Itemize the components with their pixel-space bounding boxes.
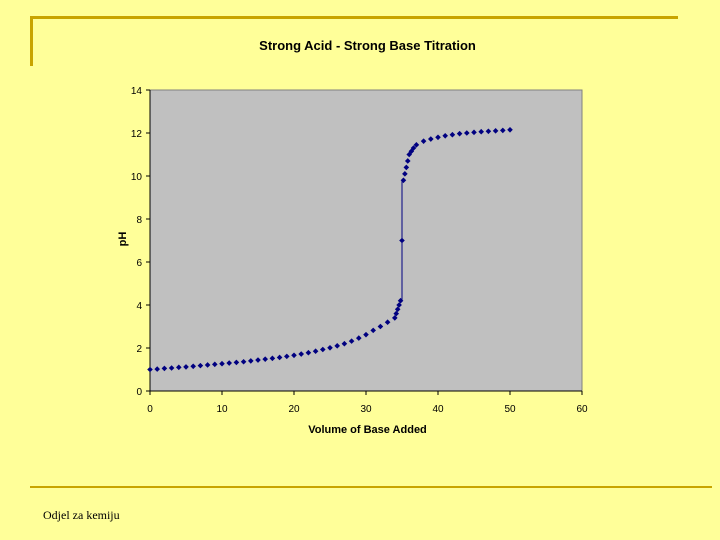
data-point	[262, 356, 268, 362]
data-point	[420, 138, 427, 144]
data-point	[161, 365, 168, 372]
data-point	[255, 357, 261, 363]
data-point	[456, 130, 463, 137]
y-tick-label: 2	[136, 344, 142, 355]
data-point	[392, 315, 398, 321]
top-decor-line	[30, 16, 678, 19]
footer-label: Odjel za kemiju	[43, 508, 120, 522]
data-point	[400, 177, 407, 184]
data-point	[384, 319, 391, 325]
data-point	[449, 131, 456, 138]
chart-title: Strong Acid - Strong Base Titration	[259, 38, 476, 53]
data-point	[168, 365, 175, 371]
data-point	[190, 363, 196, 370]
data-point	[176, 364, 182, 371]
bottom-decor-line	[30, 486, 712, 488]
data-point	[363, 331, 369, 338]
data-point	[233, 359, 240, 366]
x-axis-label: Volume of Base Added	[308, 424, 427, 436]
data-point	[485, 128, 492, 135]
data-point	[183, 364, 189, 370]
data-point	[428, 136, 434, 142]
x-tick-label: 60	[576, 404, 588, 415]
data-point	[442, 132, 448, 139]
data-point	[393, 310, 400, 317]
data-point	[197, 362, 204, 369]
data-point	[410, 145, 417, 151]
plot-area	[149, 89, 583, 392]
data-point	[312, 348, 319, 355]
data-point	[500, 127, 506, 134]
data-point	[492, 128, 499, 134]
data-point	[403, 164, 410, 171]
y-tick-label: 0	[136, 387, 142, 398]
x-tick-label: 20	[288, 404, 300, 415]
x-tick-label: 40	[432, 404, 444, 415]
data-point	[327, 344, 333, 351]
data-point	[305, 349, 312, 356]
data-point	[464, 130, 470, 136]
data-point	[413, 142, 420, 148]
data-point	[226, 360, 232, 366]
data-point	[291, 352, 297, 359]
x-tick-label: 10	[216, 404, 228, 415]
data-point	[478, 128, 484, 135]
data-point	[240, 358, 247, 365]
data-point	[507, 126, 513, 133]
left-decor-line	[30, 16, 33, 66]
data-point	[334, 343, 340, 349]
data-point	[154, 366, 160, 372]
data-point	[219, 360, 225, 367]
data-point	[396, 302, 402, 308]
data-point	[276, 354, 283, 361]
y-tick-label: 6	[136, 258, 142, 269]
y-tick-label: 14	[131, 86, 143, 97]
data-point	[394, 306, 401, 313]
data-point	[298, 351, 304, 357]
data-point	[320, 346, 326, 353]
data-point	[399, 237, 405, 244]
data-point	[404, 158, 411, 164]
data-point	[435, 134, 441, 141]
data-point	[348, 338, 355, 344]
data-point	[471, 129, 477, 136]
data-point	[204, 362, 211, 368]
data-point	[341, 340, 348, 347]
data-point	[269, 355, 276, 362]
x-tick-label: 30	[360, 404, 372, 415]
y-tick-label: 10	[131, 172, 143, 183]
x-tick-label: 50	[504, 404, 516, 415]
data-point	[370, 327, 376, 334]
y-tick-label: 8	[136, 215, 142, 226]
data-point	[212, 361, 218, 368]
data-point	[356, 335, 362, 341]
data-point	[397, 297, 404, 304]
data-point	[402, 171, 408, 177]
data-point	[377, 323, 384, 330]
data-point	[147, 366, 153, 373]
x-tick-label: 0	[147, 404, 153, 415]
y-tick-label: 12	[131, 129, 143, 140]
y-tick-label: 4	[136, 301, 142, 312]
data-point	[248, 358, 254, 364]
data-point	[408, 148, 415, 155]
data-point	[284, 353, 290, 360]
